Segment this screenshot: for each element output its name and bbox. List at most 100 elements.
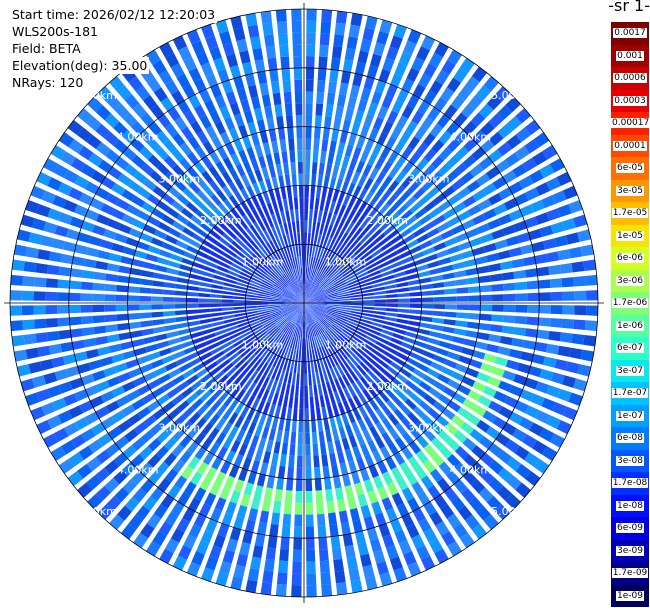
- ray-gate: [565, 232, 580, 245]
- ray-gate: [137, 186, 151, 200]
- ray-gate: [152, 59, 167, 75]
- colorbar: 0.0017 0.001 0.0006 0.0003 0.00017 0.0001 6e-0…: [611, 22, 650, 607]
- ray-gate: [304, 293, 312, 303]
- ray-gate: [357, 274, 370, 282]
- ray-gate: [454, 232, 469, 243]
- ray-gate: [52, 397, 67, 411]
- ray-gate: [280, 299, 293, 302]
- ray-gate: [106, 334, 120, 343]
- ray-gate: [323, 314, 335, 322]
- ray-gate: [35, 263, 49, 274]
- ray-gate: [286, 286, 296, 296]
- ray-gate: [313, 309, 323, 318]
- ray-gate: [319, 198, 326, 211]
- ray-gate: [245, 297, 258, 301]
- ray-gate: [379, 265, 392, 273]
- ray-gate: [246, 185, 256, 198]
- ray-gate: [196, 51, 210, 66]
- ray-gate: [306, 349, 310, 362]
- ray-gate: [491, 228, 505, 240]
- ray-gate: [524, 268, 538, 278]
- ray-gate: [196, 540, 210, 555]
- ray-gate: [266, 117, 275, 131]
- ray-gate: [463, 258, 477, 268]
- ray-gate: [161, 242, 175, 252]
- ray-gate: [315, 294, 327, 300]
- ray-gate: [397, 308, 410, 314]
- ray-gate: [557, 345, 571, 357]
- colorbar-tick: 3e-06: [611, 269, 649, 292]
- ray-gate: [430, 361, 444, 372]
- ray-gate: [25, 347, 39, 360]
- ray-gate: [285, 115, 294, 128]
- ray-gate: [357, 99, 368, 113]
- ray-gate: [172, 246, 186, 256]
- ray-gate: [299, 197, 304, 210]
- ray-gate: [513, 326, 527, 337]
- ray-gate: [187, 136, 201, 150]
- ray-gate: [367, 102, 379, 116]
- ray-gate: [371, 91, 383, 105]
- ray-gate: [275, 369, 282, 382]
- ray-gate: [321, 248, 328, 260]
- ray-gate: [419, 277, 432, 284]
- ray-gate: [259, 82, 270, 96]
- ray-gate: [379, 220, 391, 232]
- ray-gate: [305, 67, 315, 80]
- ray-gate: [446, 438, 461, 452]
- ray-gate: [431, 317, 445, 324]
- ray-gate: [392, 377, 404, 389]
- ray-gate: [498, 406, 513, 419]
- ray-gate: [304, 298, 316, 303]
- ray-gate: [498, 380, 512, 393]
- ray-gate: [263, 364, 272, 377]
- ray-gate: [279, 548, 289, 562]
- ray-gate: [491, 304, 504, 312]
- ray-gate: [351, 121, 361, 135]
- ray-gate: [425, 253, 438, 262]
- ray-gate: [190, 215, 203, 227]
- ray-gate: [393, 239, 406, 250]
- ray-gate: [486, 252, 500, 263]
- ray-gate: [47, 385, 62, 398]
- ray-gate: [265, 415, 273, 428]
- ray-gate: [383, 279, 396, 286]
- ray-gate: [330, 535, 341, 549]
- ray-gate: [133, 532, 149, 549]
- ray-gate: [103, 366, 117, 378]
- ray-gate: [338, 308, 351, 313]
- ray-gate: [418, 517, 432, 533]
- ray-gate: [348, 256, 359, 266]
- ray-gate: [277, 199, 284, 212]
- ray-gate: [69, 377, 84, 390]
- ray-gate: [336, 315, 348, 322]
- ray-gate: [451, 371, 465, 382]
- ray-gate: [384, 316, 397, 322]
- ray-gate: [203, 265, 216, 274]
- ray-gate: [143, 224, 157, 235]
- ray-gate: [282, 307, 294, 314]
- ray-gate: [432, 289, 445, 296]
- ray-gate: [503, 198, 519, 211]
- ray-gate: [284, 309, 295, 317]
- ray-gate: [263, 277, 275, 286]
- ray-gate: [380, 404, 392, 417]
- ray-gate: [200, 62, 214, 77]
- colorbar-tick: 3e-05: [611, 179, 649, 202]
- ray-gate: [315, 298, 328, 302]
- ray-gate: [215, 572, 229, 587]
- ray-gate: [172, 164, 185, 178]
- ray-gate: [280, 56, 290, 69]
- ray-gate: [471, 445, 486, 459]
- ray-gate: [238, 149, 248, 163]
- ray-gate: [259, 314, 271, 320]
- ray-gate: [304, 303, 316, 306]
- ray-gate: [281, 306, 293, 312]
- ray-gate: [201, 155, 214, 169]
- ray-gate: [283, 290, 295, 298]
- ray-gate: [412, 507, 426, 523]
- ray-gate: [295, 314, 301, 326]
- ray-gate: [436, 347, 449, 357]
- ray-gate: [316, 91, 325, 105]
- ray-gate: [382, 57, 395, 72]
